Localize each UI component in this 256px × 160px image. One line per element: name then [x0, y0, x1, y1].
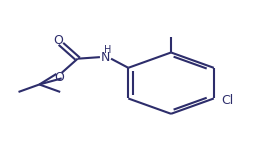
Text: N: N [101, 51, 110, 64]
Text: Cl: Cl [221, 94, 233, 107]
Text: O: O [55, 71, 65, 84]
Text: H: H [104, 45, 112, 55]
Text: O: O [53, 34, 63, 47]
